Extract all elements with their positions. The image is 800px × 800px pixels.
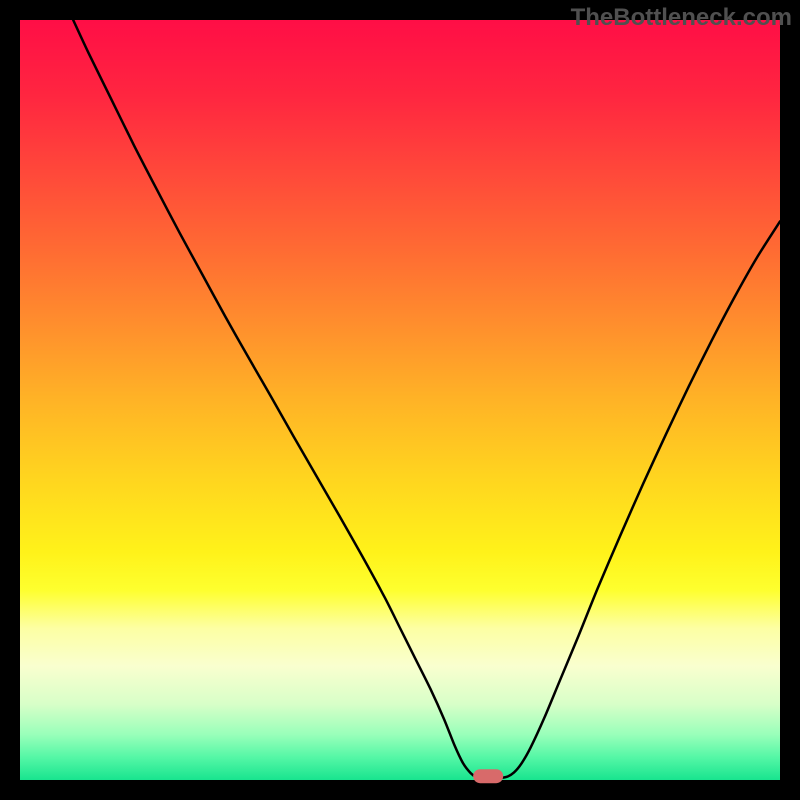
bottleneck-chart: TheBottleneck.com [0, 0, 800, 800]
optimal-marker [473, 769, 503, 783]
chart-background [20, 20, 780, 780]
chart-svg [0, 0, 800, 800]
